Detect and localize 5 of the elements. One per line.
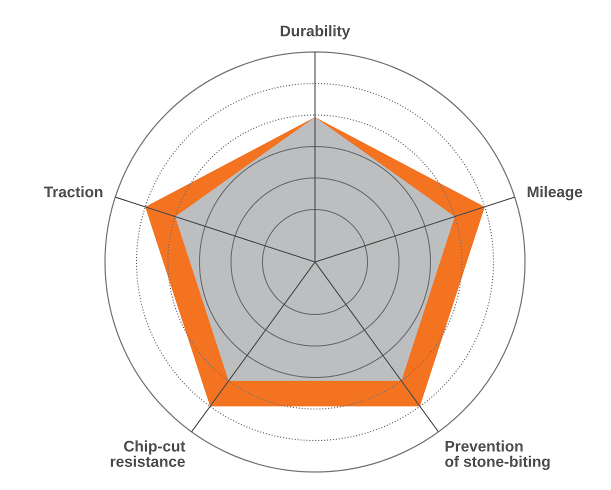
spoke-label: Mileage xyxy=(528,186,582,200)
spoke-label: Durability xyxy=(280,25,350,40)
spoke-label: Chip-cut resistance xyxy=(110,440,186,467)
spoke-label: Prevention of stone-biting xyxy=(445,440,550,470)
spoke-label: Traction xyxy=(44,186,102,198)
